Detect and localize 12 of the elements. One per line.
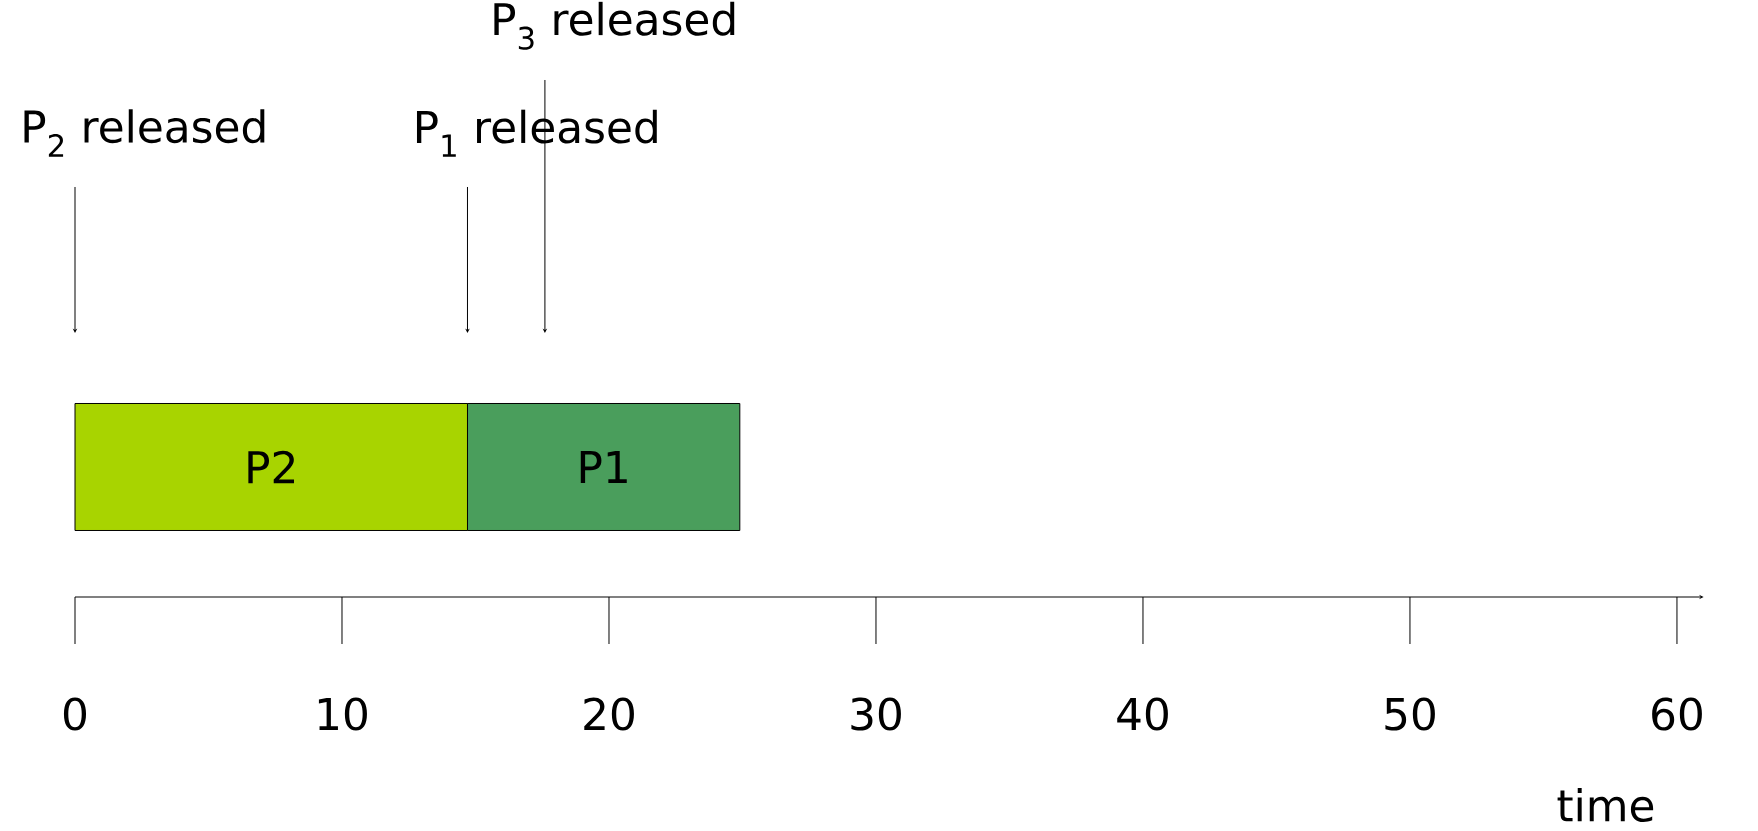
series-label: P2 <box>248 450 295 484</box>
x-tick-label: 50 <box>1385 697 1435 731</box>
x-tick-label: 10 <box>318 697 367 731</box>
x-tick-label: 40 <box>1117 697 1168 731</box>
series-label: P1 <box>580 451 627 483</box>
x-tick-label: 60 <box>1652 697 1702 731</box>
x-tick-label: 0 <box>63 697 87 731</box>
x-tick-label: 20 <box>584 697 634 731</box>
x-tick-label: 30 <box>851 697 901 731</box>
x-axis-title: time <box>1557 788 1654 822</box>
ref-line-label: P$_{3}$ released <box>494 1 735 50</box>
ref-line-label: P$_{2}$ released <box>24 109 265 157</box>
